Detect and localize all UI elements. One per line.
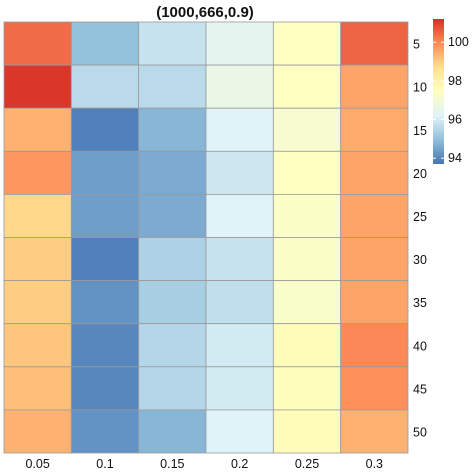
heatmap-cell	[272, 323, 342, 368]
y-tick-label: 10	[413, 81, 427, 95]
heatmap-cell	[340, 280, 409, 325]
legend-tick-label: 100	[448, 35, 469, 49]
x-tick-label: 0.1	[96, 457, 113, 471]
heatmap-cell	[205, 280, 274, 325]
y-tick-label: 45	[413, 382, 427, 396]
heatmap-cell	[340, 323, 409, 368]
heatmap-cell	[205, 64, 274, 109]
heatmap-cell	[340, 237, 409, 281]
legend-tick-label: 98	[448, 74, 462, 88]
heatmap-cell	[3, 280, 72, 325]
heatmap-cell	[3, 409, 72, 454]
heatmap-cell	[205, 150, 274, 195]
heatmap-cell	[3, 323, 72, 368]
y-tick-label: 30	[413, 253, 427, 267]
heatmap-cell	[70, 323, 140, 368]
heatmap-cell	[205, 366, 274, 411]
heatmap-cell	[272, 237, 342, 281]
legend-tick-label: 96	[448, 113, 462, 127]
heatmap-cell	[70, 64, 140, 109]
heatmap-cell	[3, 193, 72, 238]
heatmap-cell	[138, 366, 207, 411]
x-tick-label: 0.05	[25, 457, 49, 471]
heatmap-cell	[70, 193, 140, 238]
heatmap-cell	[272, 409, 342, 454]
heatmap-cell	[272, 193, 342, 238]
y-tick-label: 35	[413, 296, 427, 310]
color-legend: 94 96 98 100	[433, 19, 469, 165]
heatmap-cell	[340, 107, 409, 152]
heatmap-cell	[340, 193, 409, 238]
y-tick-label: 20	[413, 167, 427, 181]
heatmap-cell	[138, 21, 207, 66]
heatmap-cell	[138, 193, 207, 238]
heatmap-cell	[138, 107, 207, 152]
heatmap-cell	[205, 409, 274, 454]
chart-title: (1000,666,0.9)	[156, 4, 254, 21]
y-tick-label: 25	[413, 210, 427, 224]
heatmap-cell	[138, 64, 207, 109]
heatmap-cell	[205, 193, 274, 238]
heatmap-cell	[205, 21, 274, 66]
heatmap-cell	[70, 107, 140, 152]
x-tick-label: 0.25	[295, 457, 319, 471]
heatmap-cell	[205, 323, 274, 368]
heatmap-cell	[272, 107, 342, 152]
heatmap-cell	[3, 107, 72, 152]
heatmap-cell	[70, 409, 140, 454]
heatmap-cell	[70, 150, 140, 195]
legend-tick-label: 94	[448, 151, 462, 165]
heatmap-cell	[138, 150, 207, 195]
heatmap-cells	[3, 21, 409, 454]
heatmap-cell	[272, 21, 342, 66]
heatmap-cell	[272, 150, 342, 195]
y-tick-label: 5	[413, 38, 420, 52]
heatmap-cell	[340, 409, 409, 454]
heatmap-cell	[138, 237, 207, 281]
heatmap-cell	[340, 64, 409, 109]
x-tick-label: 0.2	[231, 457, 248, 471]
y-tick-labels: 5 10 15 20 25 30 35 40 45 50	[413, 38, 427, 440]
heatmap-cell	[272, 64, 342, 109]
heatmap-cell	[70, 280, 140, 325]
heatmap-cell	[340, 366, 409, 411]
heatmap-cell	[3, 21, 72, 66]
color-legend-ticks: 94 96 98 100	[433, 35, 469, 165]
y-tick-label: 15	[413, 124, 427, 138]
x-tick-labels: 0.05 0.1 0.15 0.2 0.25 0.3	[25, 457, 383, 471]
y-tick-label: 50	[413, 425, 427, 439]
heatmap-cell	[138, 409, 207, 454]
heatmap-cell	[205, 107, 274, 152]
heatmap-cell	[3, 237, 72, 281]
heatmap-cell	[138, 280, 207, 325]
heatmap-cell	[138, 323, 207, 368]
x-tick-label: 0.3	[366, 457, 383, 471]
heatmap-cell	[272, 366, 342, 411]
heatmap-cell	[70, 237, 140, 281]
heatmap-cell	[3, 150, 72, 195]
heatmap-cell	[70, 366, 140, 411]
heatmap-cell	[340, 21, 409, 66]
color-legend-bar	[433, 19, 444, 164]
heatmap-cell	[205, 237, 274, 281]
y-tick-label: 40	[413, 339, 427, 353]
heatmap-cell	[3, 64, 72, 109]
x-tick-label: 0.15	[160, 457, 184, 471]
heatmap-cell	[70, 21, 140, 66]
heatmap-cell	[3, 366, 72, 411]
heatmap-cell	[272, 280, 342, 325]
heatmap-cell	[340, 150, 409, 195]
